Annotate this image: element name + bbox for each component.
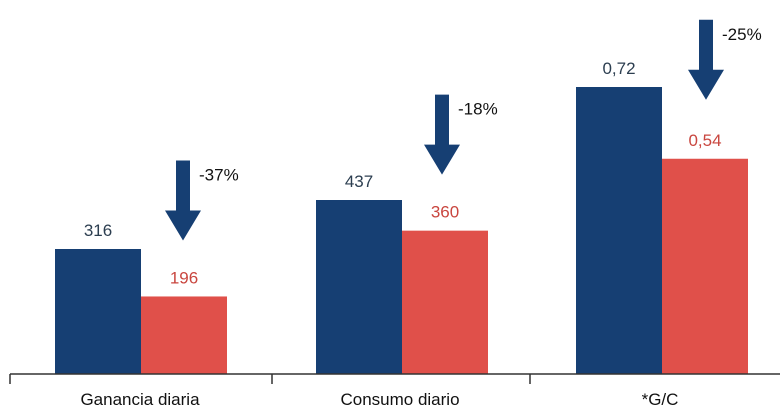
data-label: 360 xyxy=(431,203,459,222)
category-label: *G/C xyxy=(642,390,679,409)
bar-after xyxy=(662,158,748,374)
change-arrows-layer: -37% -18% -25% xyxy=(165,19,762,241)
data-label: 0,72 xyxy=(602,59,635,78)
change-label: -37% xyxy=(199,165,239,184)
change-label: -25% xyxy=(722,25,762,44)
data-label: 437 xyxy=(345,172,373,191)
bar-before xyxy=(576,87,662,374)
value-labels-layer: 316 196 437 360 0,72 0,54 xyxy=(84,59,722,287)
bar-before xyxy=(55,249,141,374)
down-arrow-icon xyxy=(424,94,460,175)
data-label: 316 xyxy=(84,221,112,240)
bar-before xyxy=(316,200,402,374)
data-label: 196 xyxy=(170,268,198,287)
data-label: 0,54 xyxy=(688,131,721,150)
x-axis: Ganancia diaria Consumo diario *G/C xyxy=(9,373,780,409)
bar-after xyxy=(141,296,227,374)
bars-layer xyxy=(55,87,748,374)
category-label: Consumo diario xyxy=(340,390,459,409)
bar-after xyxy=(402,230,488,374)
category-label: Ganancia diaria xyxy=(80,390,200,409)
down-arrow-icon xyxy=(688,19,724,100)
down-arrow-icon xyxy=(165,160,201,241)
change-label: -18% xyxy=(458,100,498,119)
